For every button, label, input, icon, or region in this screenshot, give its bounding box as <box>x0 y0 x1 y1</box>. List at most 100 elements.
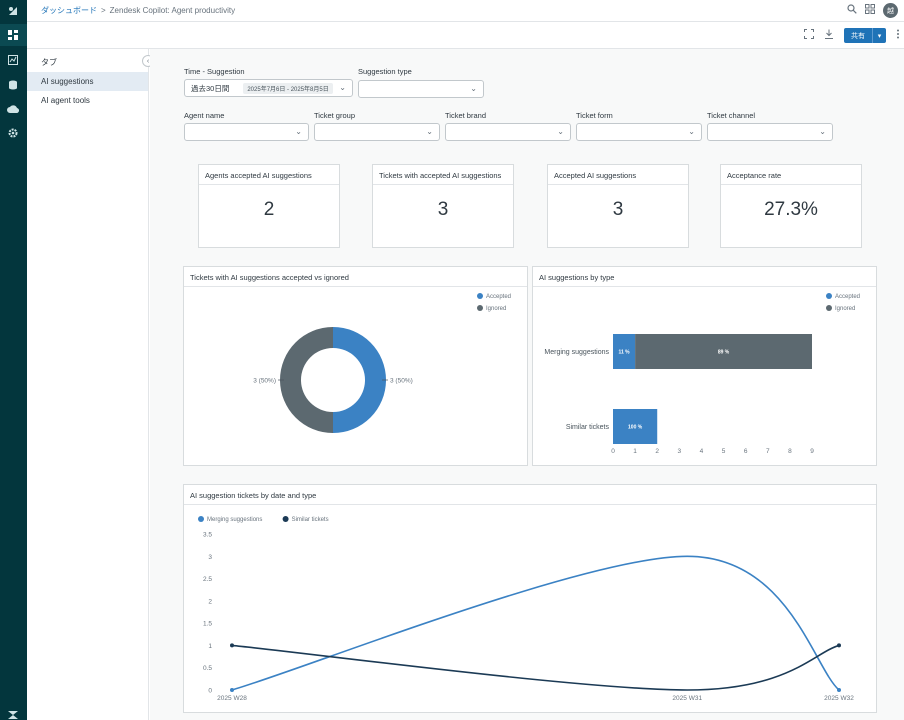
tab-ai-agent-tools[interactable]: AI agent tools <box>41 96 90 105</box>
chevron-down-icon: ⌄ <box>426 127 433 136</box>
chevron-down-icon: ⌄ <box>557 127 564 136</box>
breadcrumb-current: Zendesk Copilot: Agent productivity <box>109 6 236 15</box>
line-point-similar-tickets-2025-w28 <box>230 643 234 648</box>
time-filter-value: 過去30日間 <box>191 83 230 93</box>
share-button-group: 共有 ▾ <box>844 28 886 43</box>
legend-marker-ignored <box>826 305 832 311</box>
line-point-similar-tickets-2025-w32 <box>837 643 841 648</box>
top-bar: ダッシュボード > Zendesk Copilot: Agent product… <box>27 0 904 22</box>
share-button[interactable]: 共有 <box>844 28 872 43</box>
time-filter-select[interactable]: 過去30日間 2025年7月6日 - 2025年8月5日 ⌄ <box>184 79 353 97</box>
kpi-title: Agents accepted AI suggestions <box>205 171 312 180</box>
cloud-upload-icon[interactable] <box>6 102 20 116</box>
legend-label-merging-suggestions: Merging suggestions <box>207 517 262 523</box>
legend-label-ignored: Ignored <box>486 306 506 312</box>
more-options-icon[interactable] <box>896 29 900 42</box>
zendesk-logo-icon[interactable] <box>6 4 20 18</box>
legend-marker-ignored <box>477 305 483 311</box>
chevron-down-icon: ⌄ <box>819 127 826 136</box>
line-chart: Merging suggestions Similar tickets 0 0.5 1 1… <box>198 516 854 702</box>
suggestion-type-select[interactable]: ⌄ <box>358 80 484 98</box>
line-series-merging-suggestions <box>231 555 840 691</box>
product-rail <box>0 0 27 720</box>
legend-marker-accepted <box>826 293 832 299</box>
user-avatar[interactable]: 越 <box>883 3 898 18</box>
legend-marker-accepted <box>477 293 483 299</box>
ticket-channel-select[interactable]: ⌄ <box>707 123 833 141</box>
tabs-heading: タブ <box>41 58 57 67</box>
x-tick-label-2025-w32: 2025 W32 <box>824 695 854 702</box>
x-tick-label-7: 7 <box>766 448 770 455</box>
kpi-acceptance-rate: Acceptance rate 27.3% <box>720 164 862 248</box>
chevron-down-icon: ⌄ <box>295 127 302 136</box>
kpi-title: Tickets with accepted AI suggestions <box>379 171 502 180</box>
agent-name-select[interactable]: ⌄ <box>184 123 309 141</box>
settings-gear-icon[interactable] <box>6 126 20 140</box>
x-tick-label-9: 9 <box>810 448 814 455</box>
y-tick-label-1: 1 <box>208 643 212 650</box>
x-tick-label-5: 5 <box>722 448 726 455</box>
line-series-similar-tickets <box>231 644 840 691</box>
tab-ai-suggestions[interactable]: AI suggestions <box>27 72 148 91</box>
agent-name-label: Agent name <box>184 111 225 120</box>
x-tick-label-8: 8 <box>788 448 792 455</box>
chevron-down-icon: ⌄ <box>470 84 477 93</box>
download-icon[interactable] <box>824 29 834 42</box>
breadcrumb: ダッシュボード > Zendesk Copilot: Agent product… <box>41 5 235 16</box>
x-tick-label-1: 1 <box>633 448 637 455</box>
bar-category-similar-tickets: Similar tickets <box>566 424 610 431</box>
chart-title: AI suggestions by type <box>539 273 615 282</box>
x-tick-label-4: 4 <box>700 448 704 455</box>
bar-merging-suggestions-accepted <box>613 334 636 369</box>
search-icon[interactable] <box>847 4 857 17</box>
bar-data-label-merging-suggestions-accepted: 11 % <box>618 350 630 356</box>
donut-slice-ignored <box>280 327 333 433</box>
bar-category-merging-suggestions: Merging suggestions <box>544 349 609 356</box>
legend-label-accepted: Accepted <box>486 294 511 300</box>
x-tick-label-6: 6 <box>744 448 748 455</box>
kpi-value: 27.3% <box>764 199 818 220</box>
legend-label-similar-tickets: Similar tickets <box>292 517 329 523</box>
ticket-form-select[interactable]: ⌄ <box>576 123 702 141</box>
suggestion-type-label: Suggestion type <box>358 67 412 76</box>
x-tick-label-3: 3 <box>678 448 682 455</box>
chart-title: AI suggestion tickets by date and type <box>190 491 317 500</box>
dashboard-toolbar: 共有 ▾ <box>27 23 904 49</box>
x-tick-label-2: 2 <box>655 448 659 455</box>
apps-grid-icon[interactable] <box>865 4 875 17</box>
donut-chart-card: Tickets with AI suggestions accepted vs … <box>183 266 528 466</box>
database-icon[interactable] <box>6 78 20 92</box>
dashboard-canvas: Time - Suggestion 過去30日間 2025年7月6日 - 202… <box>150 49 904 720</box>
breadcrumb-dashboard-link[interactable]: ダッシュボード <box>41 6 97 15</box>
breadcrumb-separator: > <box>101 6 106 15</box>
kpi-value: 2 <box>263 199 275 220</box>
kpi-value: 3 <box>437 199 449 220</box>
share-options-chevron-down-icon[interactable]: ▾ <box>872 28 886 43</box>
bar-data-label-similar-tickets-accepted: 100 % <box>628 425 643 431</box>
bar-merging-suggestions-ignored <box>635 334 812 369</box>
x-tick-label-2025-w31: 2025 W31 <box>672 695 702 702</box>
rail-active-highlight <box>0 24 27 46</box>
reports-icon[interactable] <box>6 53 20 67</box>
y-tick-label-1-5: 1.5 <box>203 621 212 628</box>
bar-chart-card: AI suggestions by type Accepted Ignored Me… <box>532 266 877 466</box>
y-tick-label-0: 0 <box>208 688 212 695</box>
legend-marker-merging-suggestions <box>198 516 204 522</box>
ticket-brand-select[interactable]: ⌄ <box>445 123 571 141</box>
donut-data-label-ignored: 3 (50%) <box>253 378 276 385</box>
ticket-group-label: Ticket group <box>314 111 355 120</box>
chart-title: Tickets with AI suggestions accepted vs … <box>190 273 349 282</box>
kpi-title: Accepted AI suggestions <box>554 171 637 180</box>
ticket-group-select[interactable]: ⌄ <box>314 123 440 141</box>
dashboard-icon[interactable] <box>6 28 20 42</box>
legend-label-ignored: Ignored <box>835 306 855 312</box>
legend-marker-similar-tickets <box>282 516 289 522</box>
y-tick-label-2-5: 2.5 <box>203 576 212 583</box>
donut-chart: Accepted Ignored 3 (50%) 3 (50%) <box>253 293 511 433</box>
y-tick-label-2: 2 <box>208 598 212 605</box>
fullscreen-icon[interactable] <box>804 29 814 42</box>
ticket-form-label: Ticket form <box>576 111 613 120</box>
zendesk-brand-icon <box>6 708 20 720</box>
bar-data-label-merging-suggestions-ignored: 89 % <box>718 350 730 356</box>
